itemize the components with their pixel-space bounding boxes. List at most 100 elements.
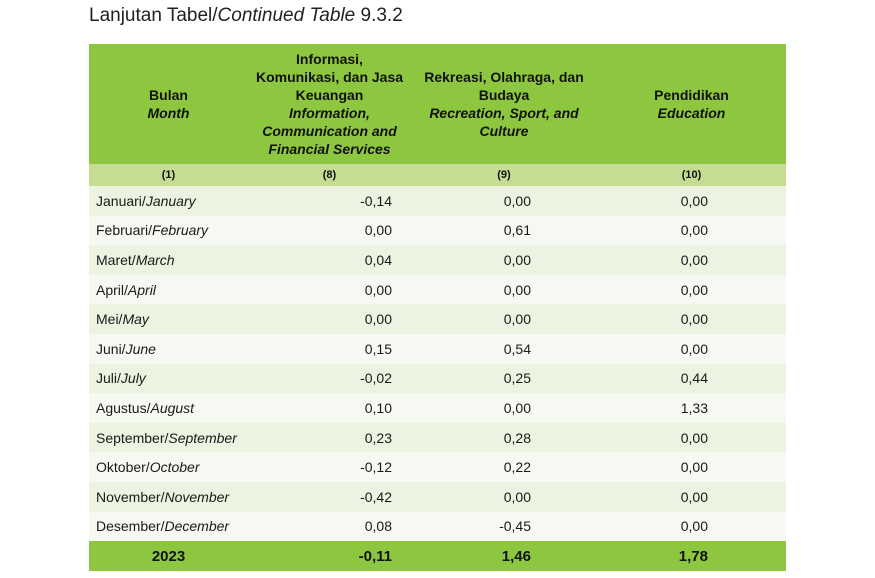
value-cell: -0,14 <box>248 186 411 216</box>
value-cell: 0,23 <box>248 422 411 453</box>
inflation-table: Bulan Month Informasi, Komunikasi, dan J… <box>89 44 786 572</box>
header-col10-en: Education <box>657 105 726 121</box>
value-cell: 1,33 <box>597 393 786 423</box>
value-cell: 0,00 <box>411 393 597 423</box>
total-value: 1,46 <box>411 541 597 572</box>
value-cell: 0,00 <box>597 215 786 246</box>
value-cell: 0,08 <box>248 511 411 542</box>
value-cell: 0,00 <box>597 245 786 275</box>
header-col10-id: Pendidikan <box>654 87 729 103</box>
table-row: November/November -0,42 0,00 0,00 <box>89 481 786 512</box>
month-id: Januari/ <box>96 192 146 209</box>
month-cell: Maret/March <box>89 245 248 275</box>
table-row: April/April 0,00 0,00 0,00 <box>89 274 786 305</box>
month-en: August <box>150 399 195 416</box>
month-cell: Juli/July <box>89 363 248 394</box>
table-body: Januari/January -0,14 0,00 0,00 Februari… <box>89 186 786 542</box>
header-col9: Rekreasi, Olahraga, dan Budaya Recreatio… <box>411 44 597 164</box>
column-number-row: (1) (8) (9) (10) <box>89 164 786 186</box>
month-en: December <box>164 518 230 535</box>
month-id: Februari/ <box>96 222 153 239</box>
total-value: 1,78 <box>597 541 786 572</box>
value-cell: 0,00 <box>597 422 786 453</box>
value-cell: 0,00 <box>411 245 597 275</box>
table-row: Januari/January -0,14 0,00 0,00 <box>89 186 786 216</box>
month-id: April/ <box>96 281 128 298</box>
header-col8-id: Informasi, Komunikasi, dan Jasa Keuangan <box>255 51 404 103</box>
month-cell: Oktober/October <box>89 452 248 482</box>
month-id: Maret/ <box>96 251 136 268</box>
value-cell: 0,00 <box>597 186 786 216</box>
value-cell: 0,00 <box>597 304 786 334</box>
table-row: September/September 0,23 0,28 0,00 <box>89 422 786 453</box>
month-cell: Desember/December <box>89 511 248 542</box>
value-cell: 0,25 <box>411 363 597 394</box>
value-cell: 0,00 <box>248 215 411 246</box>
month-en: May <box>122 311 149 328</box>
header-col8-en: Information, Communication and Financial… <box>262 105 397 157</box>
month-cell: April/April <box>89 274 248 305</box>
month-id: September/ <box>96 429 169 446</box>
month-en: January <box>145 192 196 209</box>
value-cell: -0,45 <box>411 511 597 542</box>
header-col9-id: Rekreasi, Olahraga, dan Budaya <box>424 69 584 103</box>
table-caption: Lanjutan Tabel/Continued Table 9.3.2 <box>89 5 403 27</box>
month-cell: Mei/May <box>89 304 248 334</box>
value-cell: 0,00 <box>597 452 786 482</box>
month-cell: Juni/June <box>89 333 248 364</box>
month-en: September <box>168 429 237 446</box>
value-cell: 0,04 <box>248 245 411 275</box>
value-cell: -0,02 <box>248 363 411 394</box>
month-cell: Agustus/August <box>89 393 248 423</box>
caption-suffix: 9.3.2 <box>355 5 403 26</box>
value-cell: 0,00 <box>411 274 597 305</box>
table-row: Februari/February 0,00 0,61 0,00 <box>89 215 786 246</box>
month-en: November <box>164 488 230 505</box>
header-col10: Pendidikan Education <box>597 44 786 164</box>
caption-italic: Continued Table <box>217 5 356 26</box>
value-cell: 0,00 <box>411 186 597 216</box>
value-cell: -0,12 <box>248 452 411 482</box>
month-en: October <box>149 459 200 476</box>
column-number: (1) <box>89 164 248 186</box>
table-row: Juli/July -0,02 0,25 0,44 <box>89 363 786 394</box>
table-row: Mei/May 0,00 0,00 0,00 <box>89 304 786 334</box>
month-en: March <box>135 251 175 268</box>
month-en: July <box>120 370 146 387</box>
column-number: (10) <box>597 164 786 186</box>
value-cell: 0,44 <box>597 363 786 394</box>
total-value: -0,11 <box>248 541 411 572</box>
value-cell: 0,10 <box>248 393 411 423</box>
month-id: November/ <box>96 488 165 505</box>
table-row: Oktober/October -0,12 0,22 0,00 <box>89 452 786 482</box>
month-cell: Januari/January <box>89 186 248 216</box>
value-cell: 0,28 <box>411 422 597 453</box>
value-cell: -0,42 <box>248 481 411 512</box>
month-cell: November/November <box>89 481 248 512</box>
caption-prefix: Lanjutan Tabel/ <box>89 5 218 26</box>
header-col8: Informasi, Komunikasi, dan Jasa Keuangan… <box>248 44 411 164</box>
value-cell: 0,00 <box>248 304 411 334</box>
month-id: Agustus/ <box>96 399 151 416</box>
month-id: Juli/ <box>96 370 121 387</box>
total-row: 2023 -0,11 1,46 1,78 <box>89 541 786 572</box>
month-cell: Februari/February <box>89 215 248 246</box>
column-number: (8) <box>248 164 411 186</box>
table-row: Agustus/August 0,10 0,00 1,33 <box>89 393 786 423</box>
value-cell: 0,00 <box>597 333 786 364</box>
month-id: Desember/ <box>96 518 165 535</box>
month-en: June <box>125 340 156 357</box>
value-cell: 0,00 <box>597 511 786 542</box>
header-month-id: Bulan <box>149 87 188 103</box>
column-number: (9) <box>411 164 597 186</box>
value-cell: 0,00 <box>597 481 786 512</box>
value-cell: 0,54 <box>411 333 597 364</box>
header-month-en: Month <box>147 105 190 121</box>
month-id: Mei/ <box>96 311 123 328</box>
value-cell: 0,00 <box>411 481 597 512</box>
value-cell: 0,00 <box>411 304 597 334</box>
value-cell: 0,15 <box>248 333 411 364</box>
header-col9-en: Recreation, Sport, and Culture <box>429 105 579 139</box>
table-row: Desember/December 0,08 -0,45 0,00 <box>89 511 786 542</box>
total-year: 2023 <box>89 541 248 572</box>
